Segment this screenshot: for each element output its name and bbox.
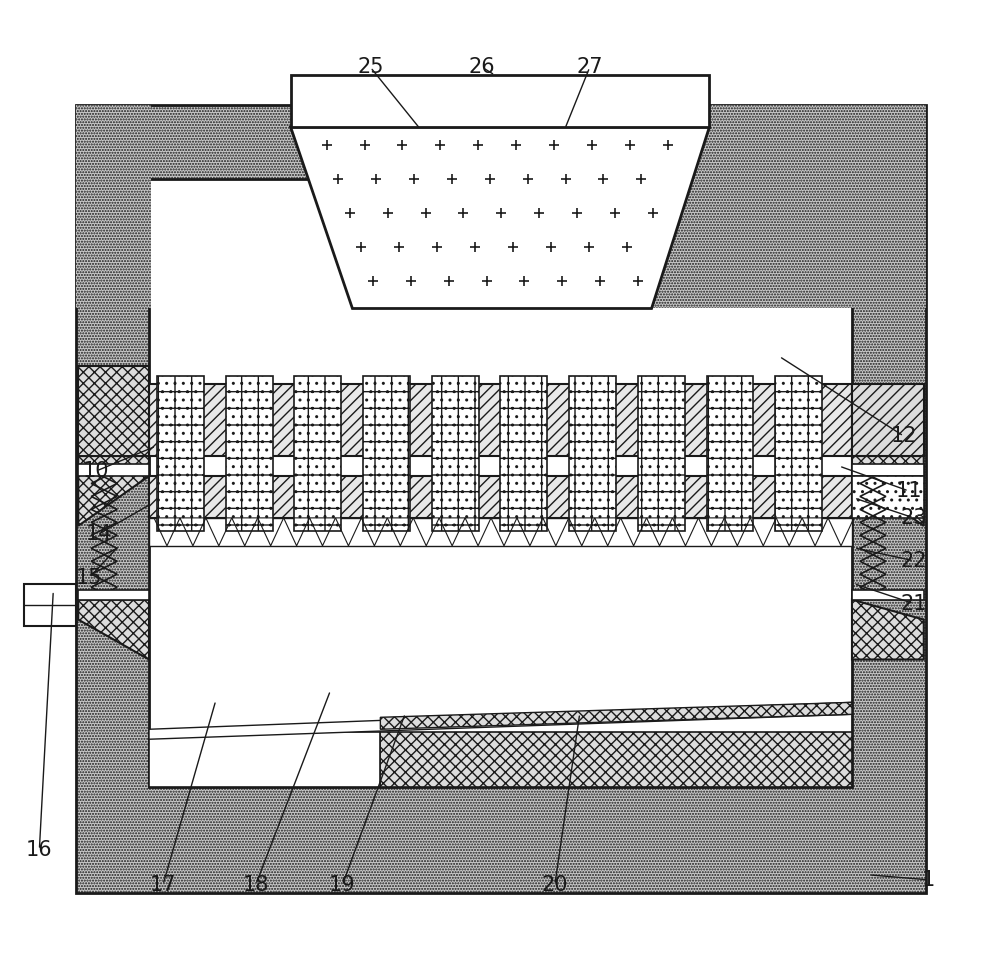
Bar: [852, 590, 924, 599]
Bar: [500, 377, 547, 531]
Text: 16: 16: [26, 840, 53, 859]
Bar: [226, 377, 273, 531]
Polygon shape: [380, 703, 852, 729]
Text: 23: 23: [901, 508, 927, 528]
Polygon shape: [78, 599, 149, 660]
Polygon shape: [852, 456, 924, 526]
Text: 10: 10: [83, 461, 109, 481]
Bar: [76, 105, 151, 309]
Polygon shape: [78, 456, 149, 526]
Bar: [652, 105, 926, 309]
Bar: [157, 377, 204, 531]
Text: 1: 1: [922, 870, 935, 890]
Bar: [852, 464, 924, 476]
Polygon shape: [291, 127, 709, 309]
Bar: [76, 105, 926, 893]
Text: 19: 19: [329, 875, 356, 895]
Bar: [363, 377, 410, 531]
Bar: [432, 377, 479, 531]
Text: 26: 26: [469, 57, 495, 77]
Bar: [149, 384, 852, 456]
Bar: [78, 590, 149, 599]
Text: 20: 20: [542, 875, 568, 895]
Bar: [24, 584, 76, 625]
Bar: [852, 384, 924, 456]
Text: 18: 18: [243, 875, 269, 895]
Bar: [569, 377, 616, 531]
Text: 14: 14: [86, 524, 112, 544]
Text: 17: 17: [150, 875, 176, 895]
Text: 27: 27: [576, 57, 603, 77]
Bar: [852, 476, 924, 518]
Bar: [78, 464, 149, 476]
Polygon shape: [149, 703, 852, 739]
Bar: [707, 377, 753, 531]
Polygon shape: [852, 599, 924, 660]
Bar: [775, 377, 822, 531]
Bar: [78, 366, 149, 474]
Text: 21: 21: [901, 594, 927, 614]
Bar: [149, 476, 852, 518]
Bar: [149, 179, 852, 787]
Bar: [291, 76, 709, 127]
Text: 11: 11: [896, 481, 922, 501]
Bar: [149, 732, 380, 787]
Text: 25: 25: [357, 57, 384, 77]
Bar: [380, 732, 852, 787]
Bar: [638, 377, 685, 531]
Text: 15: 15: [76, 568, 102, 588]
Bar: [294, 377, 341, 531]
Text: 12: 12: [891, 426, 917, 446]
Text: 22: 22: [901, 551, 927, 571]
Bar: [149, 518, 852, 546]
